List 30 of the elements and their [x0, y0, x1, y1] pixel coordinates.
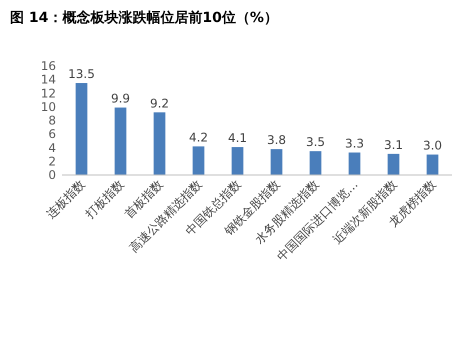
bar: [114, 108, 126, 175]
data-label: 9.9: [110, 92, 130, 106]
data-label: 3.0: [422, 138, 442, 153]
bar: [154, 112, 166, 175]
bar: [348, 152, 360, 175]
y-tick-label: 8: [48, 114, 56, 128]
bar: [76, 83, 88, 175]
y-tick-label: 4: [48, 140, 56, 155]
bar: [232, 147, 244, 175]
y-tick-label: 10: [40, 100, 56, 114]
y-tick-label: 12: [40, 86, 56, 100]
data-label: 3.1: [384, 138, 404, 152]
data-label: 3.5: [306, 135, 326, 150]
y-tick-label: 0: [48, 168, 56, 182]
bar: [388, 154, 400, 175]
y-tick-label: 6: [48, 127, 56, 142]
data-label: 4.1: [228, 131, 248, 146]
bar: [270, 149, 282, 175]
data-label: 4.2: [188, 130, 208, 144]
data-label: 13.5: [68, 67, 95, 82]
y-tick-label: 16: [40, 59, 56, 73]
data-label: 9.2: [150, 96, 170, 110]
y-tick-label: 14: [40, 72, 56, 87]
y-tick-label: 2: [48, 154, 56, 168]
chart-title: 图 14：概念板块涨跌幅位居前10位（%）: [10, 10, 278, 26]
bar: [192, 146, 204, 175]
data-label: 3.3: [344, 136, 364, 151]
data-label: 3.8: [266, 133, 286, 148]
bar: [310, 151, 322, 175]
bar: [426, 154, 438, 175]
